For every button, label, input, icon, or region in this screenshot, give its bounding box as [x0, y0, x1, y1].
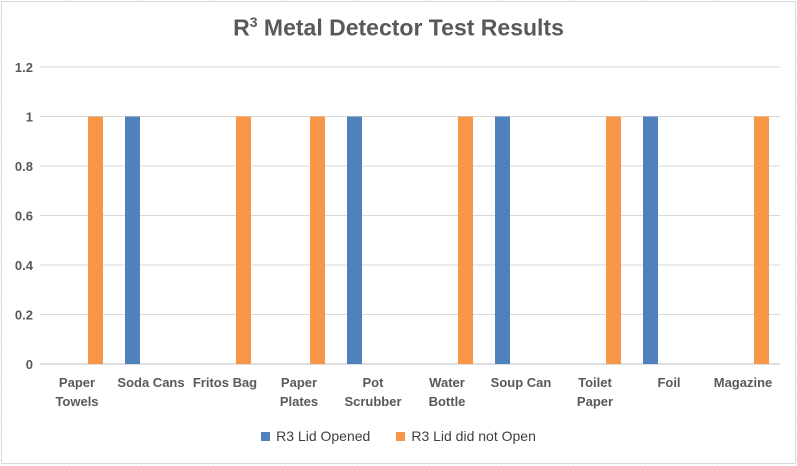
y-tick-label: 0.6	[15, 209, 33, 224]
x-tick-label: Foil	[657, 375, 680, 390]
y-tick-label: 0.4	[15, 258, 34, 273]
gridlines	[40, 66, 780, 365]
x-tick-label: Magazine	[714, 375, 773, 390]
bar[interactable]	[88, 116, 103, 365]
x-tick-label: Pot	[363, 375, 385, 390]
x-tick-label: Paper	[59, 375, 95, 390]
bar[interactable]	[458, 116, 473, 365]
y-tick-label: 0	[26, 357, 33, 372]
x-tick-label: Scrubber	[344, 394, 401, 409]
bar[interactable]	[125, 116, 140, 365]
x-tick-label: Paper	[281, 375, 317, 390]
y-tick-label: 0.8	[15, 159, 33, 174]
y-tick-label: 1	[26, 110, 33, 125]
x-tick-label: Towels	[55, 394, 98, 409]
y-tick-label: 0.2	[15, 308, 33, 323]
x-tick-label: Soda Cans	[117, 375, 184, 390]
x-tick-label: Fritos Bag	[193, 375, 257, 390]
legend-item-not-opened[interactable]: R3 Lid did not Open	[396, 428, 536, 444]
chart-title-main: R	[233, 14, 250, 41]
y-tick-label: 1.2	[15, 60, 33, 75]
bar[interactable]	[754, 116, 769, 365]
y-axis-tick-labels: 0 0.2 0.4 0.6 0.8 1 1.2	[15, 60, 34, 372]
legend-item-opened[interactable]: R3 Lid Opened	[261, 428, 370, 444]
x-axis-tick-labels: Paper Towels Soda Cans Fritos Bag Paper Plate…	[55, 375, 772, 409]
legend-label-not-opened: R3 Lid did not Open	[411, 428, 536, 444]
bar[interactable]	[347, 116, 362, 365]
legend-swatch-opened	[261, 431, 271, 441]
chart-title-superscript: 3	[249, 14, 258, 30]
x-tick-label: Bottle	[429, 394, 466, 409]
x-tick-label: Water	[429, 375, 465, 390]
bars	[88, 116, 769, 365]
x-tick-label: Paper	[577, 394, 613, 409]
bar[interactable]	[310, 116, 325, 365]
legend-swatch-not-opened	[396, 431, 406, 441]
x-tick-label: Toilet	[578, 375, 612, 390]
bar[interactable]	[643, 116, 658, 365]
legend: R3 Lid Opened R3 Lid did not Open	[0, 428, 797, 444]
legend-label-opened: R3 Lid Opened	[276, 428, 371, 444]
chart-title-rest: Metal Detector Test Results	[257, 14, 564, 41]
x-tick-label: Plates	[280, 394, 318, 409]
chart-title: R3 Metal Detector Test Results	[0, 14, 797, 42]
bar[interactable]	[236, 116, 251, 365]
bar[interactable]	[495, 116, 510, 365]
bar[interactable]	[606, 116, 621, 365]
x-tick-label: Soup Can	[491, 375, 552, 390]
